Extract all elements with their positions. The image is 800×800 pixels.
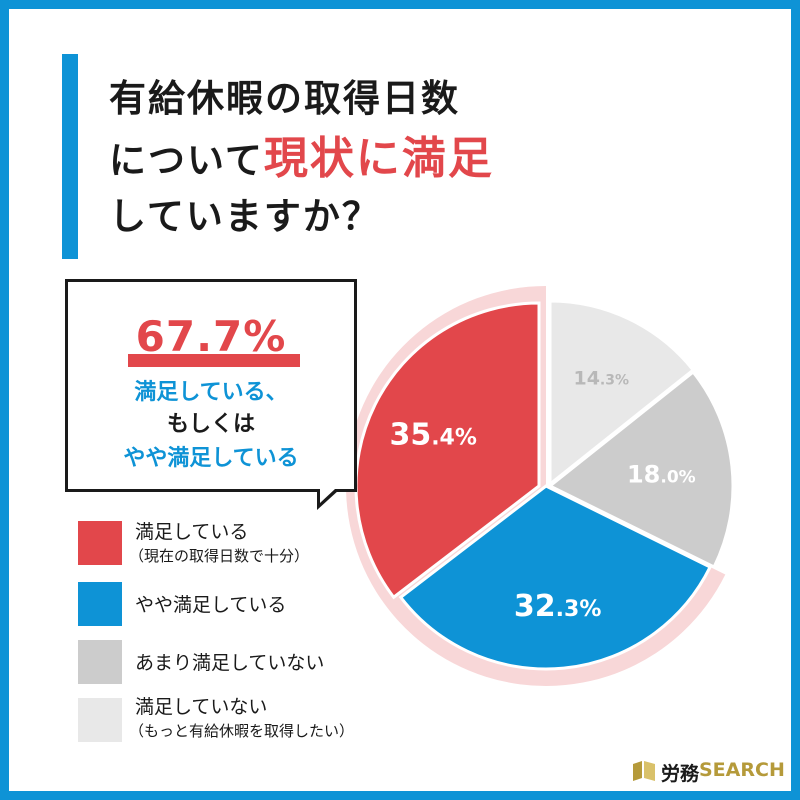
legend-label-not-satisfied: 満足していない xyxy=(135,696,268,718)
legend-label-not-very-satisfied: あまり満足していない xyxy=(135,652,325,674)
legend-swatch-not-very-satisfied xyxy=(78,640,122,684)
title-highlight: 現状に満足 xyxy=(263,133,494,184)
book-icon xyxy=(633,761,655,781)
legend-sub-satisfied: （現在の取得日数で十分） xyxy=(129,547,310,565)
title-line-1: 有給休暇の取得日数 xyxy=(109,77,460,120)
callout-line-1: 満足している、 xyxy=(134,380,288,405)
title-line-3: していますか？ xyxy=(109,195,381,238)
logo-text-roumu: 労務 xyxy=(661,763,700,785)
title-line-2: について現状に満足 xyxy=(109,137,494,183)
slice-satisfied xyxy=(354,301,541,600)
slice-not-satisfied xyxy=(548,299,696,488)
label-not-very-satisfied: 18.0% xyxy=(627,460,696,488)
label-satisfied: 35.4% xyxy=(389,417,476,452)
slice-somewhat-satisfied xyxy=(398,484,713,671)
legend-swatch-satisfied xyxy=(78,521,122,565)
legend-label-somewhat-satisfied: やや満足している xyxy=(135,594,287,616)
callout-percent-wrap: 67.7% xyxy=(68,312,354,367)
legend-sub-not-satisfied: （もっと有給休暇を取得したい） xyxy=(129,722,355,740)
legend-swatch-somewhat-satisfied xyxy=(78,582,122,626)
label-somewhat-satisfied: 32.3% xyxy=(514,589,601,624)
title-line-2-prefix: について xyxy=(109,139,264,182)
legend-label-satisfied: 満足している xyxy=(135,521,249,543)
callout-tail-inner xyxy=(320,489,335,503)
callout-line-2: もしくは xyxy=(166,412,255,437)
label-not-satisfied: 14.3% xyxy=(573,367,629,389)
callout-percent: 67.7% xyxy=(135,312,287,361)
callout-line-3: やや満足している xyxy=(123,446,299,471)
callout-box: 67.7% 満足している、 もしくは やや満足している xyxy=(65,279,357,492)
percent-underline xyxy=(128,354,300,367)
card: 有給休暇の取得日数 について現状に満足 していますか？ 35.4% 32.3% 18… xyxy=(9,9,791,791)
pie-chart: 35.4% 32.3% 18.0% 14.3% xyxy=(345,286,735,686)
slice-not-very-satisfied xyxy=(547,369,735,570)
title-accent-bar xyxy=(62,54,78,259)
legend-swatch-not-satisfied xyxy=(78,698,122,742)
logo-text-search: SEARCH xyxy=(699,759,785,781)
